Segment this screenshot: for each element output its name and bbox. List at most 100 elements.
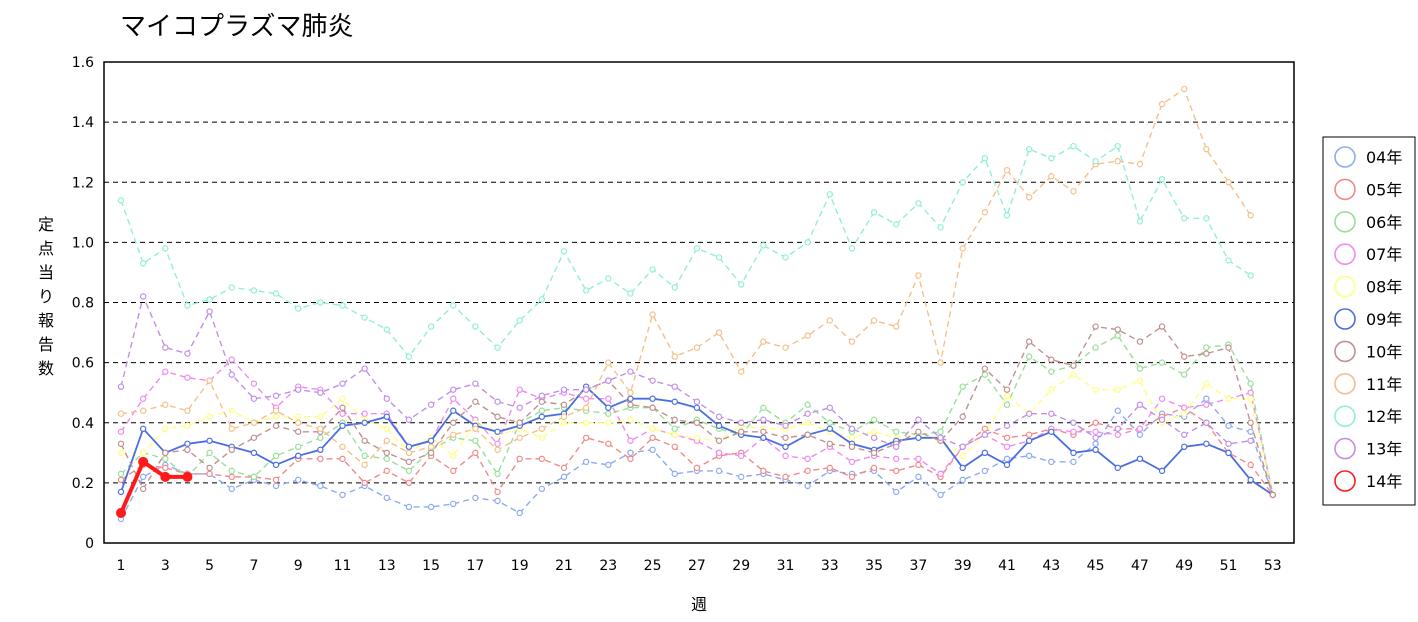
data-point: [893, 455, 900, 463]
data-point: [472, 398, 479, 405]
data-point: [782, 443, 789, 450]
data-point: [1136, 377, 1144, 384]
x-tick-label: 9: [294, 558, 303, 574]
data-point: [693, 419, 701, 426]
data-point: [1114, 431, 1121, 438]
data-point: [383, 425, 390, 432]
data-point: [693, 398, 701, 405]
data-point: [560, 464, 568, 472]
data-point: [915, 272, 922, 279]
data-point: [361, 314, 368, 321]
data-point: [1025, 437, 1033, 444]
legend-label: 06年: [1366, 213, 1402, 232]
data-point: [649, 266, 656, 273]
data-point: [162, 464, 169, 472]
data-point: [494, 344, 501, 351]
data-point: [206, 449, 213, 457]
data-point: [1025, 194, 1033, 201]
data-point: [649, 377, 656, 384]
data-point: [1247, 212, 1254, 219]
data-point: [538, 434, 546, 441]
data-point: [250, 395, 258, 402]
data-point: [1048, 428, 1055, 435]
data-point: [1203, 350, 1210, 357]
data-point: [959, 245, 966, 252]
data-point: [339, 380, 346, 387]
data-point: [981, 467, 989, 475]
data-point: [228, 425, 235, 432]
x-tick-label: 5: [205, 558, 214, 574]
data-point: [272, 482, 280, 490]
data-point: [937, 434, 944, 441]
data-point: [383, 437, 390, 444]
data-point: [494, 440, 501, 447]
data-point: [1203, 401, 1210, 408]
data-point: [1114, 158, 1121, 165]
data-point: [139, 260, 147, 267]
data-point: [1092, 158, 1099, 165]
data-point: [117, 428, 125, 435]
data-point: [516, 434, 523, 441]
data-point: [1203, 344, 1210, 351]
data-point: [1003, 392, 1011, 399]
data-point: [959, 476, 966, 484]
data-point: [693, 464, 701, 472]
data-point: [427, 437, 435, 444]
data-point: [272, 461, 280, 469]
data-point: [160, 471, 171, 482]
data-point: [250, 419, 258, 426]
data-point: [472, 323, 479, 330]
data-point: [317, 482, 324, 490]
data-point: [893, 467, 900, 475]
data-point: [139, 293, 147, 300]
data-point: [116, 507, 126, 518]
data-point: [405, 416, 413, 423]
data-point: [272, 413, 280, 420]
data-point: [139, 449, 147, 457]
x-tick-label: 17: [466, 558, 484, 574]
legend-marker: [1334, 372, 1356, 395]
data-point: [272, 476, 280, 484]
data-point: [582, 404, 590, 411]
data-point: [1092, 419, 1099, 426]
data-point: [1070, 428, 1077, 435]
data-point: [1048, 386, 1055, 393]
data-point: [1092, 323, 1099, 330]
data-point: [339, 404, 346, 411]
data-point: [295, 386, 302, 393]
legend-box: [1322, 136, 1416, 506]
data-point: [494, 398, 501, 405]
data-point: [782, 434, 789, 441]
data-point: [139, 425, 147, 432]
data-point: [516, 386, 523, 393]
data-point: [184, 350, 191, 357]
series-14年: [116, 456, 193, 518]
data-point: [1114, 326, 1121, 333]
data-point: [1003, 443, 1011, 450]
x-tick-label: 45: [1087, 558, 1105, 574]
data-point: [427, 449, 435, 457]
data-point: [804, 401, 811, 408]
data-point: [738, 428, 745, 435]
data-point: [450, 386, 457, 393]
data-point: [893, 323, 900, 330]
x-tick-label: 29: [732, 558, 750, 574]
data-point: [538, 485, 546, 493]
data-point: [1092, 434, 1099, 441]
data-point: [1114, 407, 1121, 414]
data-point: [893, 428, 900, 435]
y-tick-label: 0.6: [72, 356, 94, 372]
data-point: [1247, 419, 1254, 426]
data-point: [250, 473, 258, 481]
data-point: [804, 419, 811, 426]
data-point: [1247, 389, 1254, 396]
data-point: [538, 407, 546, 414]
data-point: [1048, 458, 1055, 466]
data-point: [649, 311, 656, 318]
series-13年: [117, 293, 1254, 450]
data-point: [627, 416, 634, 423]
data-point: [915, 473, 922, 481]
data-point: [117, 383, 125, 390]
data-point: [848, 443, 856, 450]
data-point: [494, 446, 501, 454]
